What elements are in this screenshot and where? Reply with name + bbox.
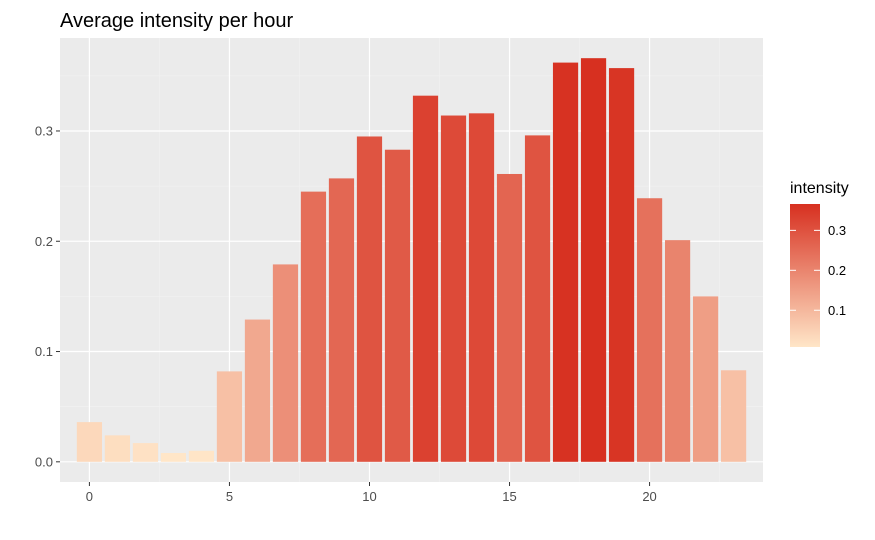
x-tick-label: 10 [362,489,376,504]
axis-ticks: 0.0 0.1 0.2 0.3 0 5 10 15 20 [35,123,657,504]
bar-hour-2 [132,443,159,462]
bar-hour-11 [384,149,411,462]
bar-hour-21 [664,240,691,462]
legend-colorbar [790,204,820,347]
bar-hour-1 [104,435,131,462]
legend-tick-label: 0.1 [828,303,846,318]
x-tick-label: 5 [226,489,233,504]
x-tick-label: 20 [642,489,656,504]
bar-hour-9 [328,178,355,462]
bar-hour-5 [216,371,243,462]
legend-tick-label: 0.3 [828,223,846,238]
bar-hour-7 [272,264,299,462]
bar-hour-4 [188,450,215,462]
y-tick-label: 0.2 [35,234,53,249]
legend-tick-label: 0.2 [828,263,846,278]
bar-hour-20 [636,198,663,462]
bar-hour-16 [524,135,551,462]
bar-hour-14 [468,113,495,462]
bar-hour-22 [692,296,719,462]
bar-hour-19 [608,68,635,462]
bar-hour-18 [580,58,607,462]
chart-title: Average intensity per hour [60,10,293,32]
y-tick-label: 0.0 [35,454,53,469]
x-tick-label: 0 [86,489,93,504]
bar-hour-0 [76,422,103,462]
y-tick-label: 0.1 [35,344,53,359]
bars [76,58,747,462]
legend-title: intensity [790,180,849,197]
legend: intensity 0.1 0.2 0.3 [790,180,849,347]
bar-hour-12 [412,95,439,462]
bar-hour-23 [720,370,747,462]
y-tick-label: 0.3 [35,123,53,138]
bar-hour-13 [440,115,467,462]
bar-hour-3 [160,452,187,462]
bar-hour-6 [244,319,271,462]
bar-hour-17 [552,62,579,462]
bar-hour-8 [300,191,327,462]
legend-ticks: 0.1 0.2 0.3 [790,223,846,318]
x-tick-label: 15 [502,489,516,504]
bar-hour-10 [356,136,383,462]
bar-hour-15 [496,173,523,462]
